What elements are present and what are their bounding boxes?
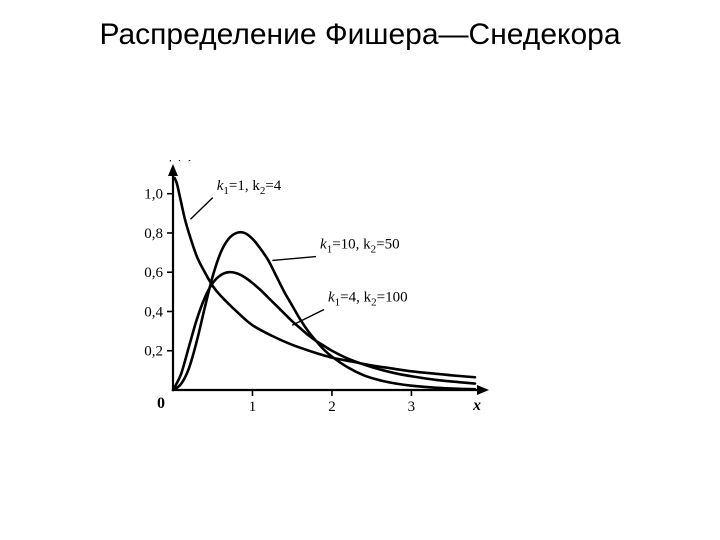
- x-axis-label: x: [472, 397, 481, 414]
- x-tick-label: 1: [249, 399, 257, 415]
- f-distribution-chart: 0,20,40,60,81,01230φ(x)xk1=1, k2=4k1=10,…: [115, 160, 495, 420]
- y-tick-label: 0,4: [144, 304, 163, 320]
- x-tick-label: 2: [328, 399, 336, 415]
- y-tick-label: 1,0: [144, 187, 163, 203]
- slide-title: Распределение Фишера—Снедекора: [0, 18, 720, 52]
- origin-label: 0: [157, 395, 165, 412]
- y-tick-label: 0,6: [144, 265, 163, 281]
- y-axis-label: φ(x): [167, 160, 195, 162]
- x-tick-label: 3: [408, 399, 416, 415]
- y-tick-label: 0,2: [144, 344, 163, 360]
- y-tick-label: 0,8: [144, 226, 163, 242]
- chart-svg: 0,20,40,60,81,01230φ(x)xk1=1, k2=4k1=10,…: [115, 160, 495, 420]
